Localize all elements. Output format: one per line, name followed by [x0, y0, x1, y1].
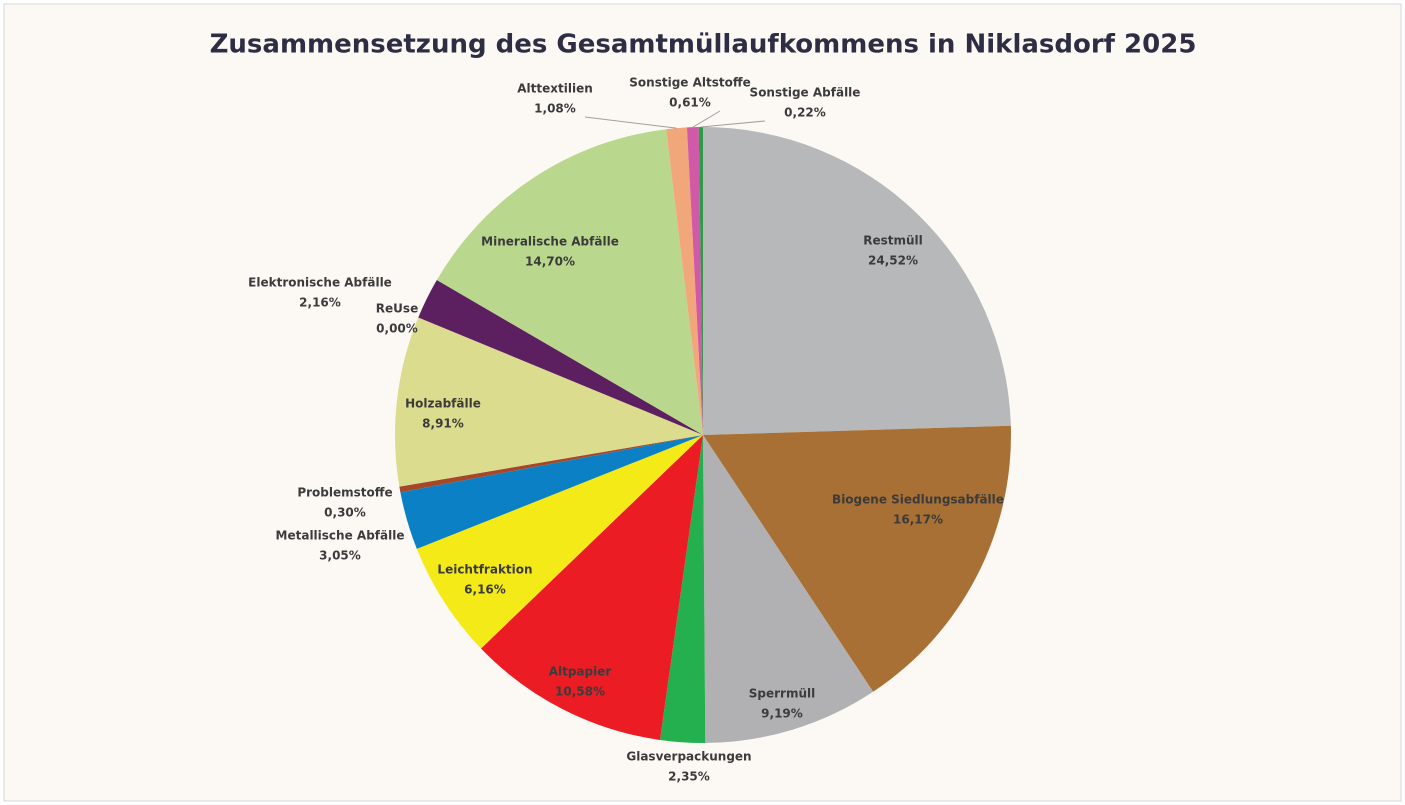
slice-label: Elektronische Abfälle — [248, 276, 392, 290]
leader-line — [692, 110, 721, 128]
pie-slice — [418, 280, 703, 435]
pie-slice — [399, 435, 703, 493]
slice-value-label: 10,58% — [555, 685, 605, 699]
slice-label: Biogene Siedlungsabfälle — [832, 493, 1004, 507]
pie-slice — [703, 435, 874, 743]
slice-label: Sperrmüll — [749, 687, 815, 701]
slice-label: Problemstoffe — [297, 486, 392, 500]
slice-value-label: 3,05% — [319, 549, 361, 563]
slice-label: ReUse — [376, 302, 418, 316]
slice-value-label: 24,52% — [868, 254, 918, 268]
chart-title: Zusammensetzung des Gesamtmüllaufkommens… — [210, 30, 1197, 60]
slice-label: Metallische Abfälle — [276, 529, 405, 543]
slice-label: Sonstige Altstoffe — [629, 76, 750, 90]
slice-value-label: 2,35% — [668, 770, 710, 784]
slice-label: Mineralische Abfälle — [481, 235, 619, 249]
leader-line — [584, 116, 677, 129]
slice-value-label: 6,16% — [464, 583, 506, 597]
slice-value-label: 0,30% — [324, 506, 366, 520]
pie-slice — [686, 127, 703, 436]
slice-label: Glasverpackungen — [626, 750, 751, 764]
pie-slice — [703, 425, 1011, 692]
slice-label: Altpapier — [549, 665, 612, 679]
pie-slice — [394, 317, 703, 487]
pie-slice — [400, 435, 703, 549]
slice-value-label: 8,91% — [422, 417, 464, 431]
pie-slice — [416, 435, 703, 649]
leader-line — [700, 120, 766, 128]
slice-value-label: 14,70% — [525, 255, 575, 269]
pie-slice — [698, 127, 703, 435]
pie-slice — [659, 435, 706, 744]
slice-value-label: 9,19% — [761, 707, 803, 721]
pie-slice — [666, 127, 703, 435]
slice-label: Restmüll — [863, 234, 923, 248]
slice-value-label: 1,08% — [534, 102, 576, 116]
pie-slice — [703, 127, 1011, 435]
slice-value-label: 0,22% — [784, 106, 826, 120]
slice-value-label: 0,61% — [669, 96, 711, 110]
slice-label: Sonstige Abfälle — [750, 86, 861, 100]
slice-value-label: 0,00% — [376, 322, 418, 336]
pie-slice — [481, 435, 703, 740]
slice-label: Holzabfälle — [405, 397, 481, 411]
pie-slice — [436, 129, 703, 435]
slice-label: Alttextilien — [517, 82, 593, 96]
slice-value-label: 2,16% — [299, 296, 341, 310]
slice-value-label: 16,17% — [893, 513, 943, 527]
slice-label: Leichtfraktion — [437, 563, 532, 577]
